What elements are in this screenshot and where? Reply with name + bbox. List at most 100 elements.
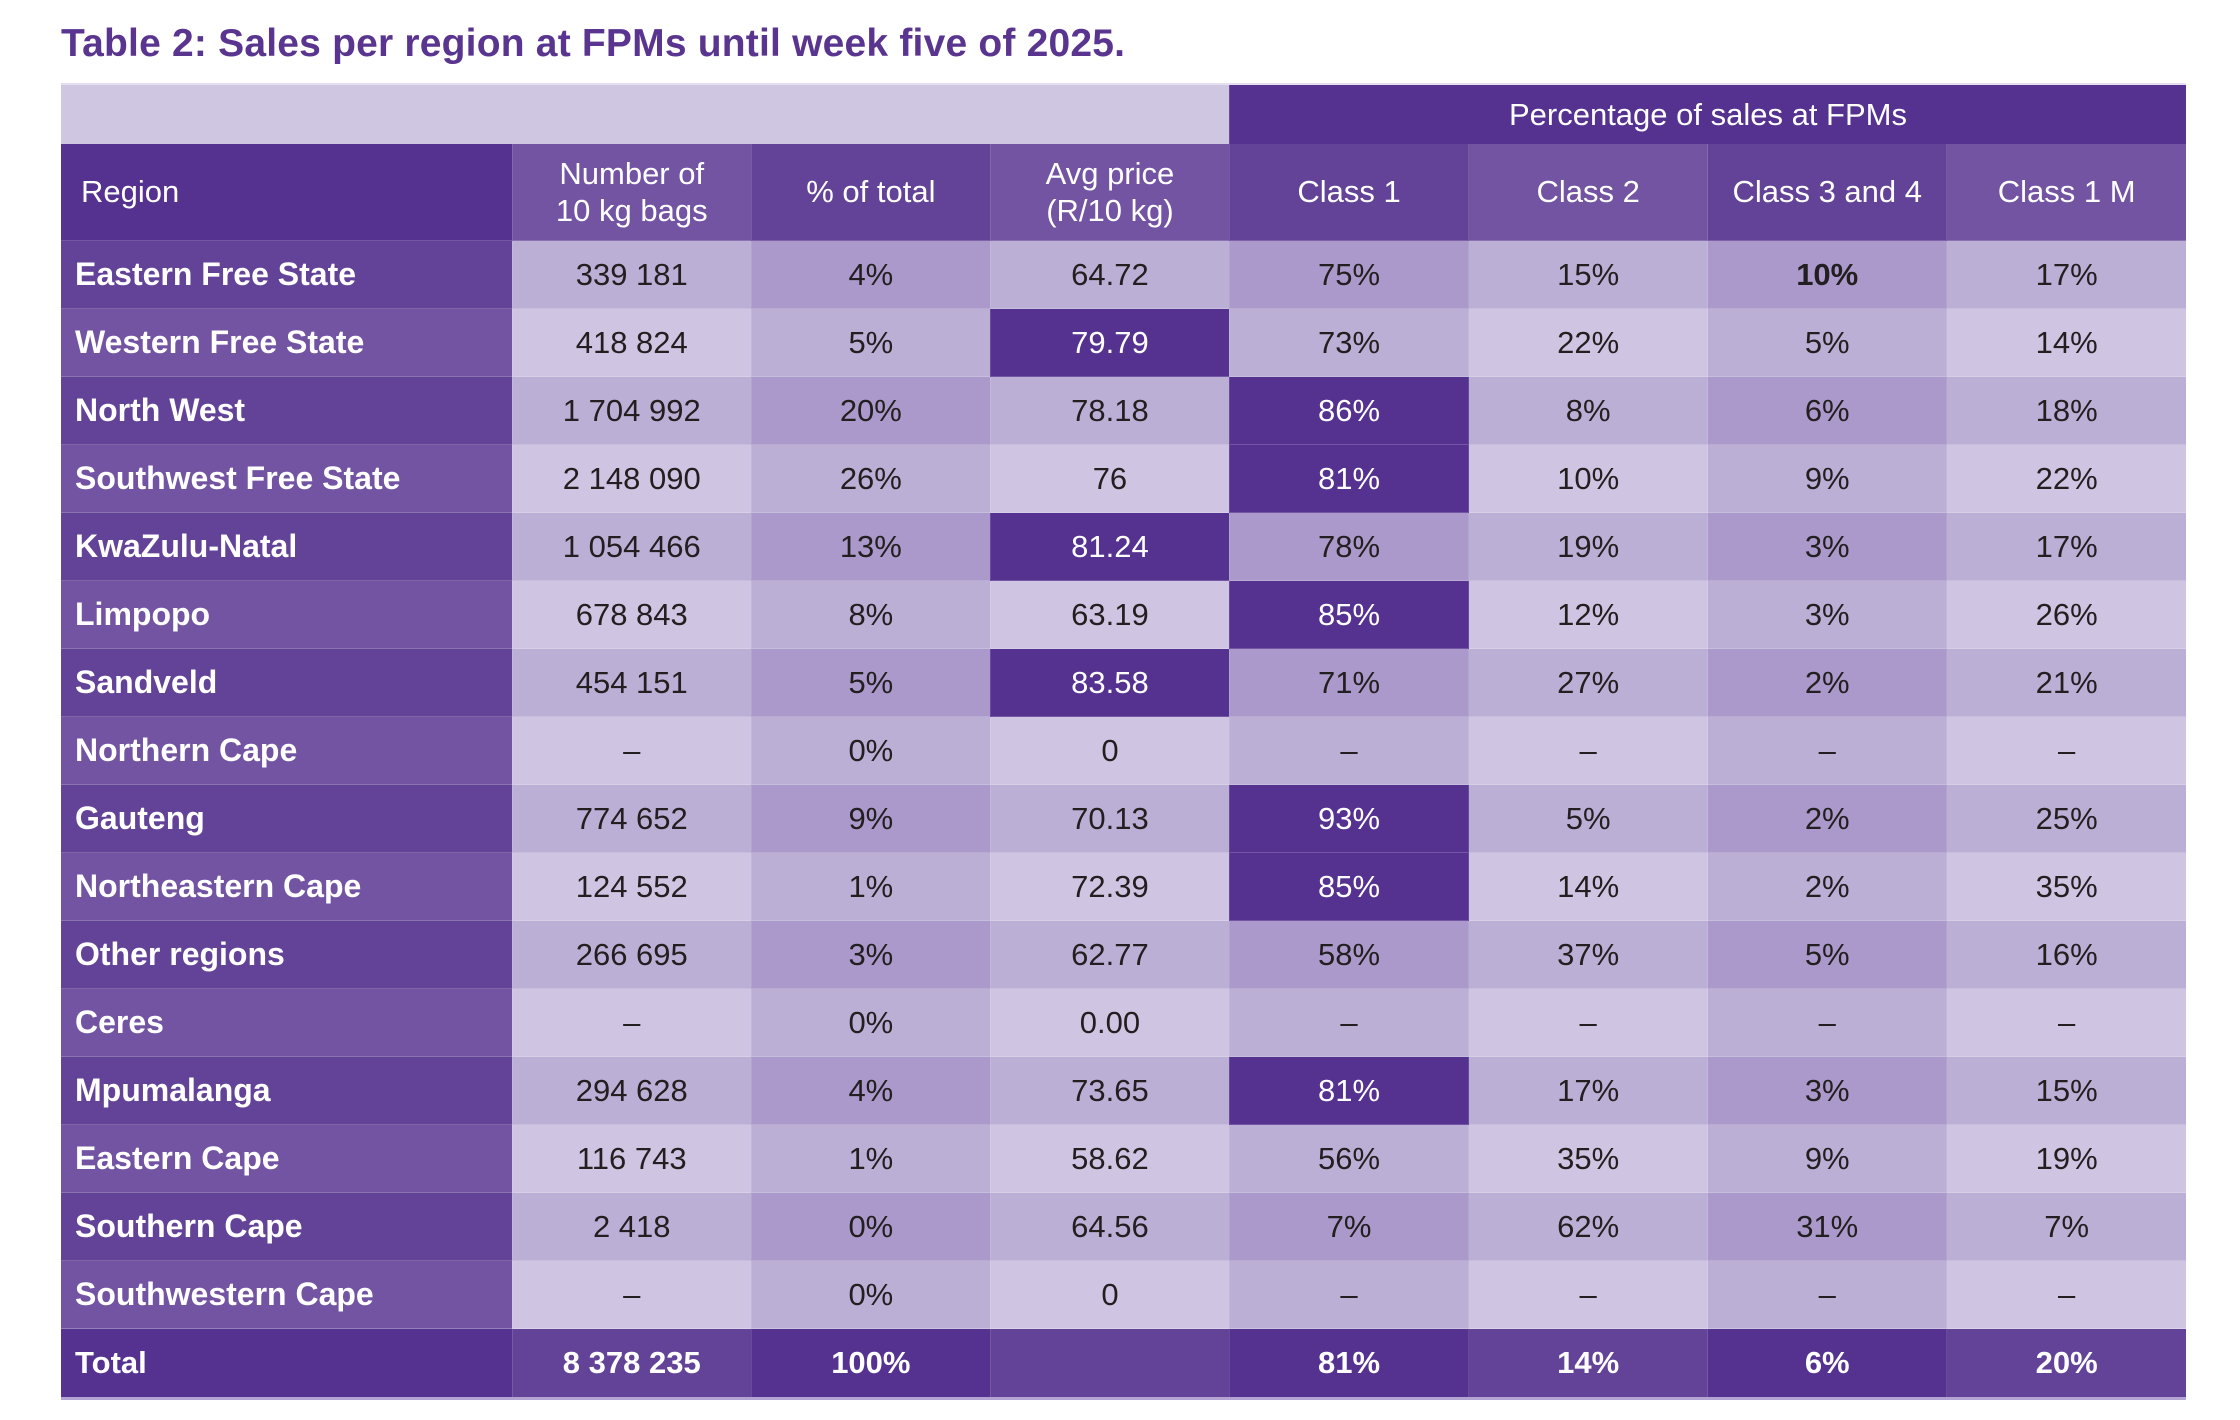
column-header-avg-line2: (R/10 kg) <box>1046 193 1174 228</box>
cell-avg-price: 62.77 <box>989 920 1230 989</box>
table-row: Eastern Free State 339 181 4% 64.72 75% 15% 10… <box>61 240 2186 309</box>
cell-region: KwaZulu-Natal <box>61 512 513 581</box>
cell-class1m: 7% <box>1946 1192 2186 1261</box>
cell-avg-price: 79.79 <box>989 308 1230 377</box>
cell-class1: 7% <box>1228 1192 1469 1261</box>
cell-avg-price: 64.72 <box>989 240 1230 309</box>
column-header-class3-and-4: Class 3 and 4 <box>1707 144 1947 241</box>
cell-avg-price: 70.13 <box>989 784 1230 853</box>
cell-avg-price: 63.19 <box>989 580 1230 649</box>
column-header-bags-line2: 10 kg bags <box>555 193 708 228</box>
cell-region: Northeastern Cape <box>61 852 513 921</box>
cell-bags: – <box>511 1260 752 1329</box>
cell-pct-total: 0% <box>750 1192 991 1261</box>
total-avg-price <box>989 1328 1230 1400</box>
cell-class3-and-4: 9% <box>1707 1124 1947 1193</box>
cell-class1m: 21% <box>1946 648 2186 717</box>
cell-bags: 678 843 <box>511 580 752 649</box>
cell-bags: 124 552 <box>511 852 752 921</box>
table-title: Table 2: Sales per region at FPMs until … <box>61 22 1126 65</box>
cell-avg-price: 72.39 <box>989 852 1230 921</box>
table-row: Mpumalanga 294 628 4% 73.65 81% 17% 3% 15% <box>61 1056 2186 1125</box>
cell-class2: – <box>1468 988 1708 1057</box>
column-header-bags-line1: Number of <box>559 155 705 191</box>
cell-pct-total: 1% <box>750 852 991 921</box>
cell-class3-and-4: 9% <box>1707 444 1947 513</box>
cell-class1m: 17% <box>1946 512 2186 581</box>
cell-avg-price: 0.00 <box>989 988 1230 1057</box>
cell-class3-and-4: 3% <box>1707 1056 1947 1125</box>
cell-avg-price: 58.62 <box>989 1124 1230 1193</box>
cell-class3-and-4: – <box>1707 1260 1947 1329</box>
cell-class1: 71% <box>1228 648 1469 717</box>
cell-class2: – <box>1468 1260 1708 1329</box>
column-header-class1m: Class 1 M <box>1946 144 2186 241</box>
table-row: KwaZulu-Natal 1 054 466 13% 81.24 78% 19% 3% 17… <box>61 512 2186 581</box>
cell-pct-total: 0% <box>750 716 991 785</box>
cell-class2: 27% <box>1468 648 1708 717</box>
cell-region: Gauteng <box>61 784 513 853</box>
table-row: Gauteng 774 652 9% 70.13 93% 5% 2% 25% <box>61 784 2186 853</box>
cell-region: Western Free State <box>61 308 513 377</box>
table-row: Ceres –0% 0.00– – – – <box>61 988 2186 1057</box>
table-row: Southwestern Cape –0% 0– – – – <box>61 1260 2186 1329</box>
cell-bags: 2 418 <box>511 1192 752 1261</box>
cell-avg-price: 81.24 <box>989 512 1230 581</box>
cell-bags: 1 054 466 <box>511 512 752 581</box>
cell-region: Southern Cape <box>61 1192 513 1261</box>
cell-bags: 339 181 <box>511 240 752 309</box>
table-row: Other regions 266 695 3% 62.77 58% 37% 5% 16% <box>61 920 2186 989</box>
cell-class3-and-4: – <box>1707 988 1947 1057</box>
cell-pct-total: 5% <box>750 308 991 377</box>
cell-class1: 81% <box>1228 444 1469 513</box>
cell-pct-total: 4% <box>750 1056 991 1125</box>
table-row: Limpopo 678 843 8% 63.19 85% 12% 3% 26% <box>61 580 2186 649</box>
cell-class3-and-4: 5% <box>1707 308 1947 377</box>
cell-class2: 14% <box>1468 852 1708 921</box>
cell-class1: 86% <box>1228 376 1469 445</box>
cell-bags: – <box>511 716 752 785</box>
cell-class1: 78% <box>1228 512 1469 581</box>
cell-class1m: 26% <box>1946 580 2186 649</box>
cell-bags: 1 704 992 <box>511 376 752 445</box>
total-row: Total 8 378 235 100% 81% 14% 6% 20% <box>61 1328 2186 1400</box>
cell-class2: 17% <box>1468 1056 1708 1125</box>
table-row: Northern Cape –0% 0– – – – <box>61 716 2186 785</box>
cell-class2: 37% <box>1468 920 1708 989</box>
total-bags: 8 378 235 <box>511 1328 752 1400</box>
cell-pct-total: 20% <box>750 376 991 445</box>
cell-bags: 2 148 090 <box>511 444 752 513</box>
cell-pct-total: 13% <box>750 512 991 581</box>
cell-class3-and-4: 5% <box>1707 920 1947 989</box>
table-row: Sandveld 454 151 5% 83.58 71% 27% 2% 21% <box>61 648 2186 717</box>
cell-class1: 81% <box>1228 1056 1469 1125</box>
cell-class1m: 17% <box>1946 240 2186 309</box>
column-header-region: Region <box>61 144 513 241</box>
cell-class2: – <box>1468 716 1708 785</box>
cell-class1: 75% <box>1228 240 1469 309</box>
cell-class2: 62% <box>1468 1192 1708 1261</box>
cell-class2: 12% <box>1468 580 1708 649</box>
group-header-blank <box>61 83 1230 144</box>
cell-avg-price: 64.56 <box>989 1192 1230 1261</box>
cell-region: Ceres <box>61 988 513 1057</box>
cell-class1m: – <box>1946 1260 2186 1329</box>
cell-avg-price: 0 <box>989 1260 1230 1329</box>
cell-class1: – <box>1228 988 1469 1057</box>
total-class1m: 20% <box>1946 1328 2186 1400</box>
cell-class1: 85% <box>1228 580 1469 649</box>
column-header-avg-line1: Avg price <box>1045 155 1175 191</box>
table-row: Southwest Free State 2 148 090 26% 76 81% 10%… <box>61 444 2186 513</box>
cell-class1: 85% <box>1228 852 1469 921</box>
cell-class1: – <box>1228 716 1469 785</box>
cell-bags: 774 652 <box>511 784 752 853</box>
cell-pct-total: 0% <box>750 1260 991 1329</box>
cell-class2: 15% <box>1468 240 1708 309</box>
cell-pct-total: 1% <box>750 1124 991 1193</box>
cell-bags: 454 151 <box>511 648 752 717</box>
cell-class1m: 19% <box>1946 1124 2186 1193</box>
cell-class2: 10% <box>1468 444 1708 513</box>
table-row: North West 1 704 992 20% 78.18 86% 8% 6% 18% <box>61 376 2186 445</box>
cell-class1m: 16% <box>1946 920 2186 989</box>
cell-class1: 73% <box>1228 308 1469 377</box>
